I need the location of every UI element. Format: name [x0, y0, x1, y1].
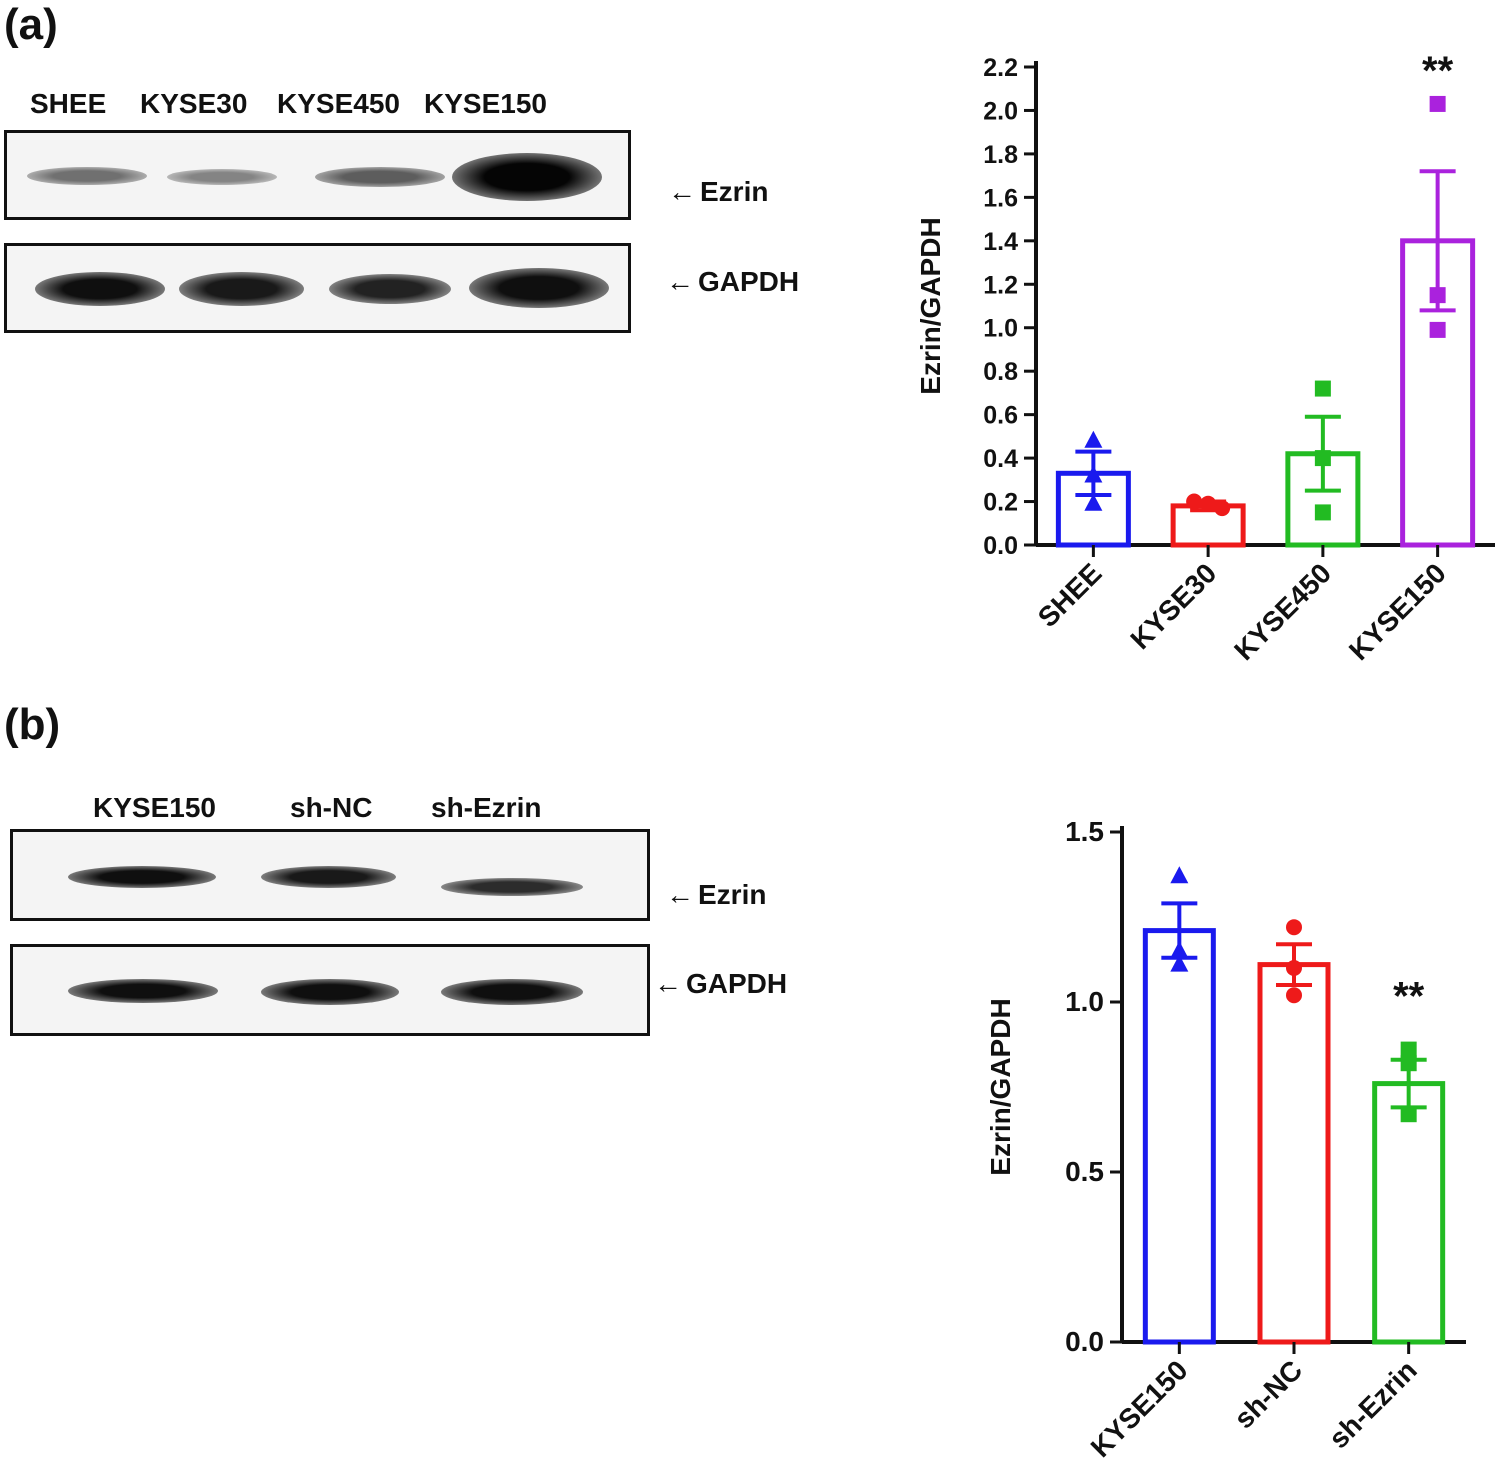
y-tick-label: 1.0	[983, 315, 1018, 343]
arrow-a-gapdh: ←	[666, 266, 694, 297]
y-tick-label: 1.4	[983, 228, 1018, 256]
x-tick-label: KYSE30	[1124, 557, 1222, 655]
x-tick-label: KYSE150	[1343, 557, 1452, 666]
band-a-gapdh-2	[179, 272, 304, 306]
data-point-KYSE450	[1314, 450, 1331, 467]
x-tick-label: SHEE	[1032, 557, 1108, 633]
data-point-KYSE30	[1214, 500, 1231, 517]
y-tick-label: 0.0	[1065, 1326, 1104, 1357]
arrow-a-ezrin: ←	[668, 176, 696, 207]
data-point-SHEE	[1084, 465, 1103, 483]
bar-sh-NC	[1257, 962, 1331, 1345]
data-point-sh-NC	[1286, 919, 1302, 936]
bar-KYSE150	[1142, 928, 1216, 1345]
data-point-KYSE450	[1314, 380, 1331, 397]
data-point-sh-NC	[1286, 960, 1302, 976]
y-tick-label: 0.5	[1065, 1156, 1104, 1187]
arrow-b-gapdh: ←	[654, 968, 682, 999]
chart-b: 0.0 0.5 1.0 1.5 Ezrin/GAPDH KYSE150 sh-NC sh-Ez…	[985, 816, 1466, 1463]
significance-label: **	[1393, 975, 1425, 1019]
band-a-gapdh-1	[35, 272, 165, 306]
data-point-KYSE150	[1170, 954, 1189, 972]
arrow-b-ezrin: ←	[666, 879, 694, 910]
data-point-SHEE	[1084, 430, 1103, 448]
y-tick-label: 2.2	[983, 54, 1018, 82]
data-point-KYSE150	[1170, 941, 1189, 958]
band-b-gapdh-2	[261, 979, 399, 1005]
band-b-ezrin-2	[261, 866, 396, 888]
data-point-KYSE150	[1170, 866, 1189, 884]
lane-label-b-shnc: sh-NC	[290, 792, 373, 823]
data-point-KYSE30	[1186, 493, 1203, 510]
y-tick-label: 0.4	[983, 445, 1018, 473]
y-tick-label: 0.0	[983, 532, 1018, 560]
band-b-gapdh-3	[441, 979, 583, 1005]
label-b-ezrin: ← Ezrin	[666, 879, 767, 910]
data-point-KYSE150	[1429, 95, 1446, 112]
data-point-sh-Ezrin	[1400, 1106, 1417, 1123]
panel-a-label: (a)	[4, 0, 58, 49]
y-tick-label: 1.8	[983, 141, 1018, 169]
chart-a: 0.0 0.2 0.4 0.6 0.8 1.0 1.2 1.4 1.6 1.8 2.0 2.2 Ezri…	[915, 49, 1495, 666]
bar-sh-Ezrin	[1372, 1081, 1446, 1345]
band-a-ezrin-3	[315, 167, 445, 187]
band-b-ezrin-1	[68, 866, 216, 888]
label-a-gapdh: ← GAPDH	[666, 266, 800, 297]
data-point-sh-Ezrin	[1400, 1041, 1417, 1058]
y-tick-label: 1.2	[983, 271, 1018, 299]
lane-label-kyse30: KYSE30	[140, 88, 248, 119]
panel-b-label: (b)	[4, 700, 61, 749]
x-tick-label: sh-NC	[1228, 1354, 1308, 1434]
lane-label-kyse150: KYSE150	[424, 88, 547, 119]
y-tick-label: 1.0	[1065, 986, 1104, 1017]
y-tick-label: 0.2	[983, 489, 1018, 517]
y-tick-label: 0.6	[983, 402, 1018, 430]
x-tick-label: sh-Ezrin	[1323, 1354, 1423, 1454]
y-tick-label: 1.6	[983, 184, 1018, 212]
data-point-KYSE30	[1200, 495, 1217, 512]
x-tick-label: KYSE150	[1085, 1354, 1194, 1463]
lane-label-shee: SHEE	[30, 88, 107, 119]
data-point-sh-Ezrin	[1400, 1055, 1417, 1072]
band-a-gapdh-3	[329, 274, 451, 304]
data-point-KYSE450	[1314, 504, 1331, 521]
x-tick-label: KYSE450	[1228, 557, 1337, 666]
y-tick-label: 1.5	[1065, 816, 1104, 847]
data-point-KYSE150	[1429, 321, 1446, 338]
data-point-KYSE150	[1429, 287, 1446, 304]
band-a-gapdh-4	[469, 268, 609, 308]
blot-b-ezrin	[10, 829, 650, 921]
blot-a-gapdh	[4, 243, 631, 333]
significance-label: **	[1422, 49, 1454, 93]
y-tick-label: 0.8	[983, 358, 1018, 386]
band-a-ezrin-4	[452, 153, 602, 201]
blot-a-ezrin	[4, 130, 631, 220]
band-a-ezrin-1	[27, 167, 147, 185]
y-tick-label: 2.0	[983, 97, 1018, 125]
lane-label-b-shezrin: sh-Ezrin	[431, 792, 542, 823]
data-point-sh-NC	[1286, 987, 1302, 1004]
band-b-gapdh-1	[68, 979, 218, 1003]
band-a-ezrin-2	[167, 169, 277, 185]
y-axis-title: Ezrin/GAPDH	[985, 998, 1016, 1175]
label-b-gapdh: ← GAPDH	[654, 968, 788, 999]
blot-b-gapdh	[10, 944, 650, 1036]
band-b-ezrin-3	[441, 878, 583, 896]
lane-label-kyse450: KYSE450	[277, 88, 400, 119]
lane-label-b-kyse150: KYSE150	[93, 792, 216, 823]
y-axis-title: Ezrin/GAPDH	[915, 217, 946, 394]
data-point-SHEE	[1084, 493, 1103, 511]
label-a-ezrin: ← Ezrin	[668, 176, 769, 207]
